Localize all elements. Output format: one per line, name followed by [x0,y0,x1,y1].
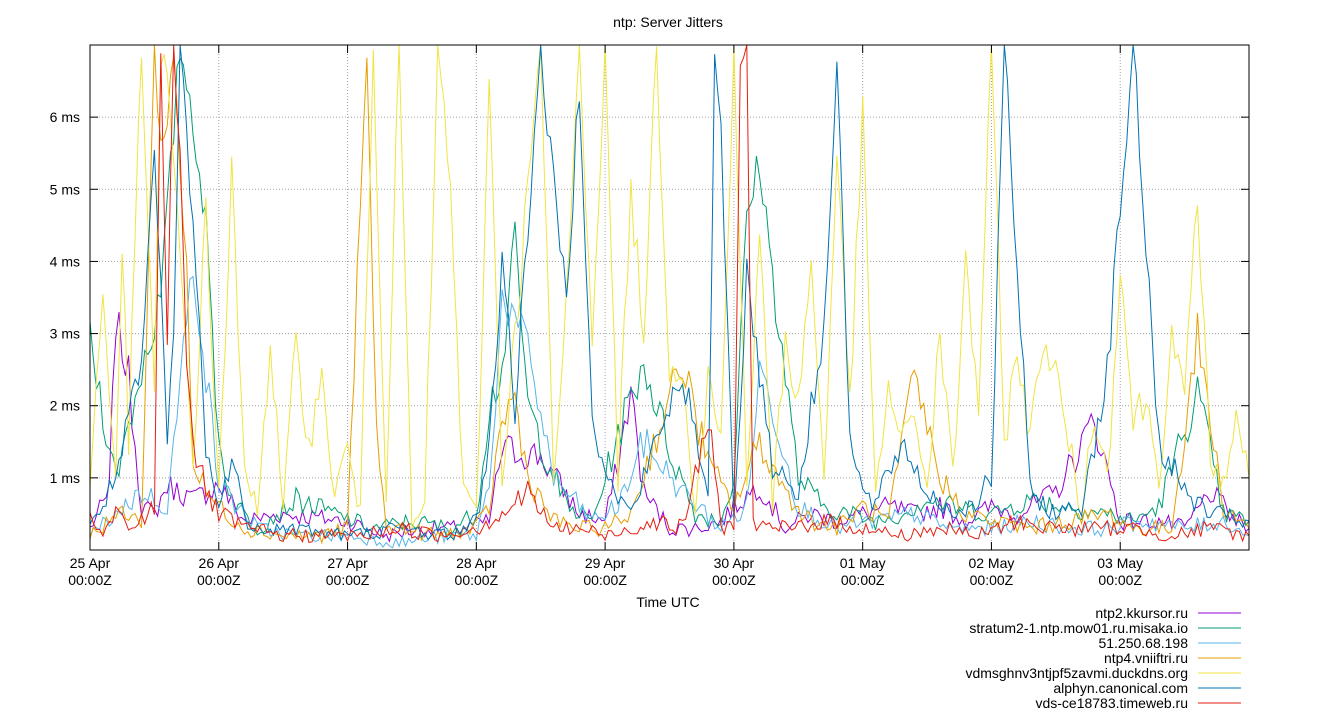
x-tick-sublabel: 00:00Z [326,572,370,588]
series-line [89,57,1250,538]
legend-label: vdmsghnv3ntjpf5zavmi.duckdns.org [965,665,1188,681]
x-tick-label: 29 Apr [585,555,626,571]
x-tick-label: 02 May [968,555,1014,571]
legend-label: ntp4.vniiftri.ru [1104,650,1188,666]
x-tick-sublabel: 00:00Z [712,572,756,588]
legend: ntp2.kkursor.rustratum2-1.ntp.mow01.ru.m… [965,605,1241,711]
y-tick-label: 4 ms [50,253,80,269]
x-axis-label: Time UTC [636,594,699,610]
chart-title: ntp: Server Jitters [613,14,723,30]
x-tick-label: 26 Apr [199,555,240,571]
legend-label: stratum2-1.ntp.mow01.ru.misaka.io [969,620,1188,636]
series-layer [89,44,1250,549]
y-axis: 1 ms 2 ms 3 ms 4 ms 5 ms 6 ms [50,109,1249,486]
x-tick-label: 25 Apr [70,555,111,571]
x-tick-sublabel: 00:00Z [68,572,112,588]
x-tick-sublabel: 00:00Z [1098,572,1142,588]
plot-frame [89,44,1250,551]
x-tick-sublabel: 00:00Z [455,572,499,588]
y-tick-label: 1 ms [50,470,80,486]
x-tick-label: 30 Apr [714,555,755,571]
x-tick-label: 03 May [1097,555,1143,571]
y-tick-label: 5 ms [50,181,80,197]
series-line [89,44,1250,543]
x-tick-sublabel: 00:00Z [197,572,241,588]
legend-label: ntp2.kkursor.ru [1095,605,1188,621]
x-tick-label: 01 May [840,555,886,571]
x-tick-sublabel: 00:00Z [583,572,627,588]
legend-label: vds-ce18783.timeweb.ru [1035,695,1188,711]
series-line [89,44,1250,530]
legend-label: alphyn.canonical.com [1053,680,1188,696]
x-tick-sublabel: 00:00Z [970,572,1014,588]
series-line [89,311,1250,543]
x-tick-label: 28 Apr [456,555,497,571]
legend-label: 51.250.68.198 [1098,635,1188,651]
series-line [89,44,1250,545]
y-tick-label: 3 ms [50,326,80,342]
x-tick-sublabel: 00:00Z [841,572,885,588]
x-tick-label: 27 Apr [327,555,368,571]
y-tick-label: 6 ms [50,109,80,125]
series-line [89,44,1250,543]
y-tick-label: 2 ms [50,398,80,414]
